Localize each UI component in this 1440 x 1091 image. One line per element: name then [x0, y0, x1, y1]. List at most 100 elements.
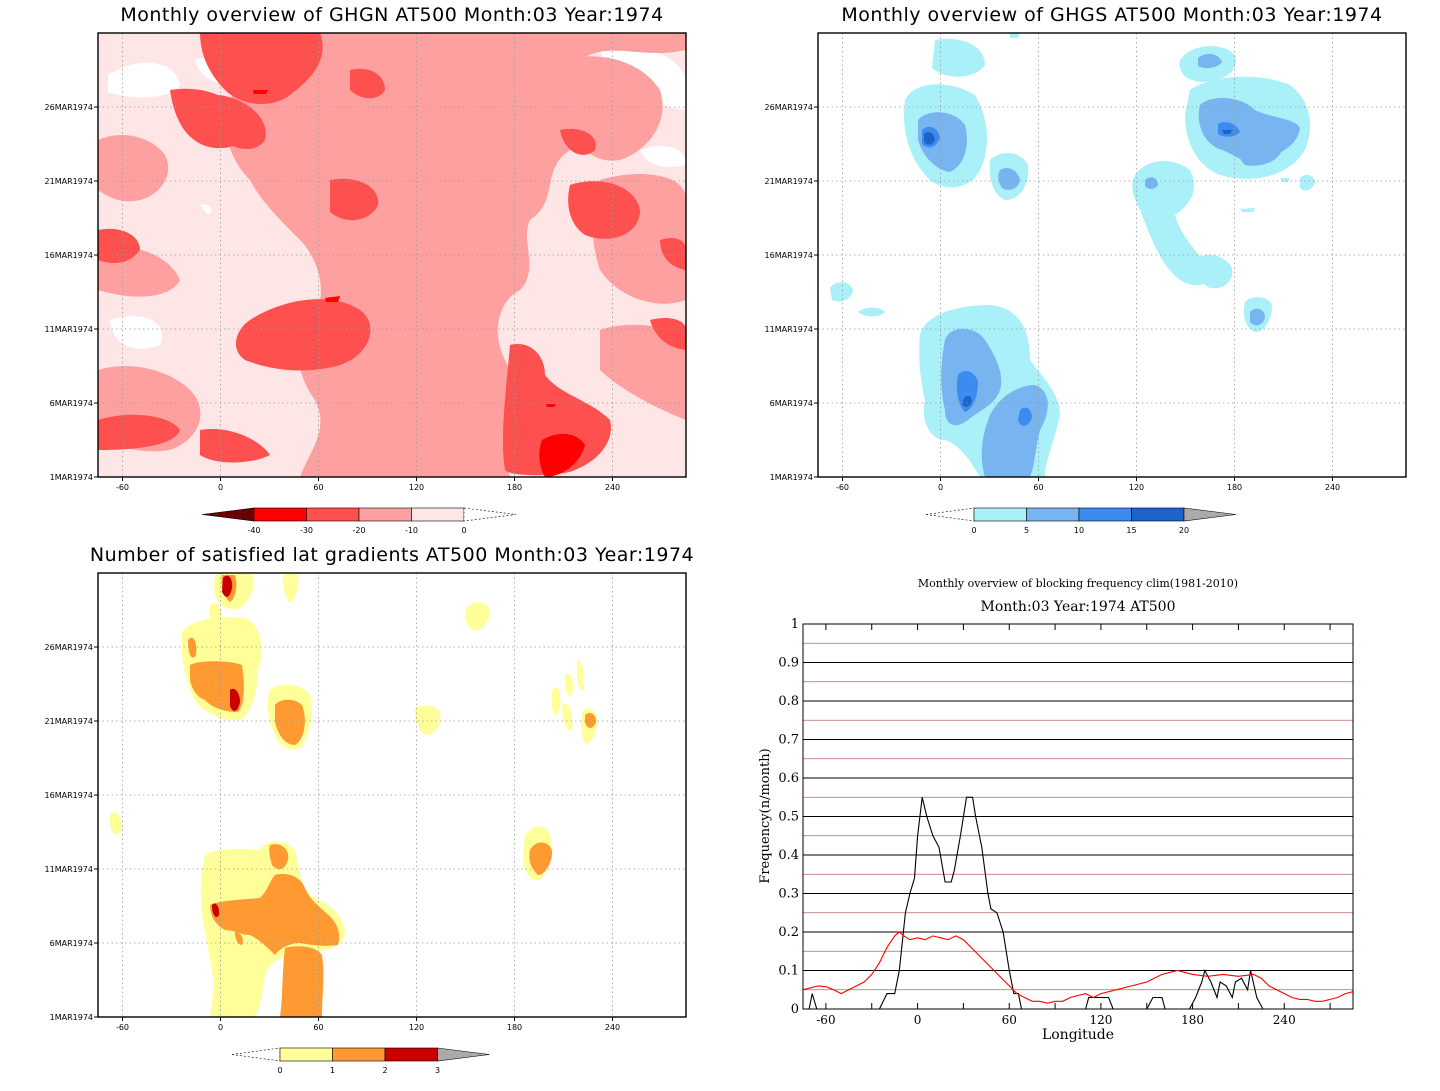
- gradients-axes: -60 0 60 120 180 240 1MAR1974 6MAR1974 11MAR1974…: [45, 643, 621, 1032]
- x-tick-label: 240: [1273, 1013, 1296, 1027]
- y-tick-label: 0.9: [778, 656, 799, 671]
- x-tick-label: 0: [218, 1023, 223, 1032]
- panel-ghgn-title: Monthly overview of GHGN AT500 Month:03 …: [120, 4, 663, 26]
- frequency-xlabel: Longitude: [1042, 1027, 1114, 1043]
- colorbar-label: 1: [330, 1066, 335, 1075]
- colorbar-box: [384, 1047, 438, 1062]
- colorbar-label: 10: [1074, 526, 1084, 535]
- colorbar-box: [1078, 507, 1132, 522]
- y-tick-label: 0.4: [778, 848, 799, 863]
- y-tick-label: 0.6: [778, 771, 799, 786]
- x-tick-label: 0: [914, 1013, 922, 1027]
- y-tick-label: 16MAR1974: [765, 251, 813, 260]
- frequency-title: Monthly overview of blocking frequency c…: [918, 577, 1238, 590]
- x-tick-label: 0: [938, 483, 943, 492]
- y-tick-label: 11MAR1974: [45, 865, 93, 874]
- series-line-black: [803, 796, 1353, 1010]
- y-tick-label: 26MAR1974: [45, 643, 93, 652]
- ghgn-colorbar: -40 -30 -20 -10 0: [201, 507, 517, 535]
- colorbar-label: 5: [1024, 526, 1029, 535]
- colorbar-triangle-high: [463, 507, 517, 522]
- colorbar-label: -10: [405, 526, 418, 535]
- gradients-colorbar: 0 1 2 3: [231, 1047, 490, 1075]
- y-tick-label: 1MAR1974: [770, 473, 813, 482]
- x-tick-label: 120: [409, 1023, 424, 1032]
- y-tick-label: 0: [791, 1002, 799, 1017]
- colorbar-triangle-low: [201, 507, 255, 522]
- ghgs-axes: -60 0 60 120 180 240 1MAR1974 6MAR1974 11MAR1974…: [765, 103, 1341, 492]
- colorbar-box: [973, 507, 1027, 522]
- colorbar-label: 2: [382, 1066, 387, 1075]
- colorbar-label: -30: [300, 526, 313, 535]
- colorbar-box: [306, 507, 360, 522]
- y-tick-label: 21MAR1974: [765, 177, 813, 186]
- y-tick-label: 0.7: [778, 733, 799, 748]
- colorbar-box: [332, 1047, 386, 1062]
- colorbar-triangle-low: [231, 1047, 281, 1062]
- y-tick-label: 21MAR1974: [45, 177, 93, 186]
- panel-ghgs-title: Monthly overview of GHGS AT500 Month:03 …: [841, 4, 1382, 26]
- x-tick-label: 120: [1089, 1013, 1112, 1027]
- y-tick-label: 1MAR1974: [50, 1013, 93, 1022]
- colorbar-label: 0: [277, 1066, 282, 1075]
- y-tick-label: 16MAR1974: [45, 251, 93, 260]
- y-tick-label: 11MAR1974: [45, 325, 93, 334]
- colorbar-label: -20: [352, 526, 365, 535]
- frequency-axes: 0 0.1 0.2 0.3 0.4 0.5 0.6 0.7 0.8 0.9 1 -60 0 60 120 18…: [778, 617, 1331, 1027]
- x-tick-label: 60: [313, 483, 323, 492]
- colorbar-label: 0: [461, 526, 466, 535]
- ghgs-colorbar: 0 5 10 15 20: [925, 507, 1237, 535]
- colorbar-box: [1026, 507, 1080, 522]
- x-tick-label: -60: [116, 483, 129, 492]
- y-tick-label: 0.5: [778, 810, 799, 825]
- y-tick-label: 0.2: [778, 925, 799, 940]
- colorbar-box: [279, 1047, 333, 1062]
- y-tick-label: 26MAR1974: [765, 103, 813, 112]
- colorbar-triangle-high: [1183, 507, 1237, 522]
- y-tick-label: 1: [791, 617, 799, 632]
- frequency-series: [802, 796, 1354, 1010]
- x-tick-label: 0: [218, 483, 223, 492]
- x-tick-label: -60: [116, 1023, 129, 1032]
- y-tick-label: 16MAR1974: [45, 791, 93, 800]
- colorbar-box: [358, 507, 412, 522]
- panel-gradients: Number of satisfied lat gradients AT500 …: [45, 544, 694, 1075]
- x-tick-label: 240: [1325, 483, 1340, 492]
- x-tick-label: 180: [507, 483, 522, 492]
- colorbar-label: 15: [1126, 526, 1136, 535]
- y-tick-label: 11MAR1974: [765, 325, 813, 334]
- frequency-subtitle: Month:03 Year:1974 AT500: [981, 599, 1176, 615]
- colorbar-box: [1131, 507, 1185, 522]
- y-tick-label: 21MAR1974: [45, 717, 93, 726]
- x-tick-label: 120: [409, 483, 424, 492]
- x-tick-label: -60: [836, 483, 849, 492]
- colorbar-label: -40: [247, 526, 260, 535]
- y-tick-label: 0.1: [778, 964, 799, 979]
- y-tick-label: 26MAR1974: [45, 103, 93, 112]
- x-tick-label: 60: [1002, 1013, 1017, 1027]
- x-tick-label: 180: [1181, 1013, 1204, 1027]
- y-tick-label: 6MAR1974: [50, 939, 93, 948]
- panel-ghgn: Monthly overview of GHGN AT500 Month:03 …: [45, 4, 687, 535]
- colorbar-label: 3: [435, 1066, 440, 1075]
- x-tick-label: 240: [605, 483, 620, 492]
- panel-frequency: Monthly overview of blocking frequency c…: [758, 577, 1354, 1043]
- y-tick-label: 1MAR1974: [50, 473, 93, 482]
- x-tick-label: 240: [605, 1023, 620, 1032]
- y-tick-label: 6MAR1974: [770, 399, 813, 408]
- x-tick-label: -60: [816, 1013, 835, 1027]
- frequency-grid: [803, 642, 1353, 991]
- ghgn-grid: [98, 33, 686, 478]
- x-tick-label: 180: [507, 1023, 522, 1032]
- x-tick-label: 120: [1129, 483, 1144, 492]
- y-tick-label: 6MAR1974: [50, 399, 93, 408]
- colorbar-box: [411, 507, 465, 522]
- y-tick-label: 0.8: [778, 694, 799, 709]
- colorbar-box: [253, 507, 307, 522]
- colorbar-label: 0: [971, 526, 976, 535]
- x-tick-label: 60: [1033, 483, 1043, 492]
- y-tick-label: 0.3: [778, 887, 799, 902]
- frequency-ylabel: Frequency(n/month): [758, 748, 773, 883]
- colorbar-label: 20: [1179, 526, 1189, 535]
